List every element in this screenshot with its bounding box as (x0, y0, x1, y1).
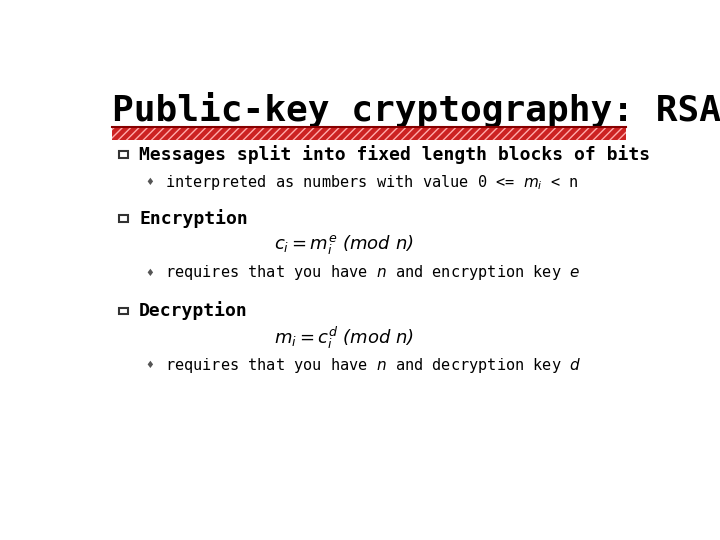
Text: Public-key cryptography: RSA: Public-key cryptography: RSA (112, 92, 720, 128)
Text: requires that you have $n$ and decryption key $d$: requires that you have $n$ and decryptio… (166, 355, 582, 375)
Bar (119, 215, 128, 222)
Bar (119, 308, 128, 314)
Text: ♦: ♦ (145, 177, 155, 187)
Text: ♦: ♦ (145, 268, 155, 278)
Bar (112, 127, 626, 140)
Text: Messages split into fixed length blocks of bits: Messages split into fixed length blocks … (139, 145, 650, 164)
Bar (119, 151, 128, 158)
Text: requires that you have $n$ and encryption key $e$: requires that you have $n$ and encryptio… (166, 263, 580, 282)
Bar (112, 127, 626, 140)
Text: ♦: ♦ (145, 360, 155, 370)
Text: Decryption: Decryption (139, 301, 248, 320)
Text: $m_i = c_i^d$ (mod n): $m_i = c_i^d$ (mod n) (274, 325, 414, 351)
Text: interpreted as numbers with value 0 <= $m_i$ < n: interpreted as numbers with value 0 <= $… (166, 173, 579, 192)
Text: $c_i = m_i^e$ (mod n): $c_i = m_i^e$ (mod n) (274, 234, 414, 257)
Text: Encryption: Encryption (139, 209, 248, 228)
